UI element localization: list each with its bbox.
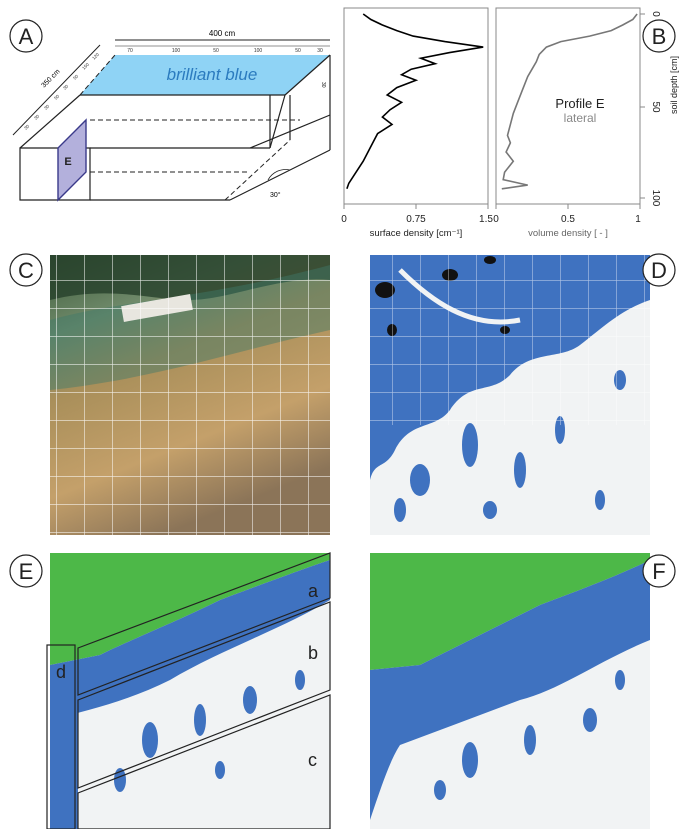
svg-text:120: 120 <box>91 52 100 61</box>
top-tick: 70 <box>127 48 133 54</box>
zone-label-b: b <box>308 643 318 663</box>
left-xtick: 1.5 <box>479 214 493 225</box>
stained-area <box>370 560 650 820</box>
profile-e-letter: E <box>64 156 71 168</box>
panel-label-a: A <box>19 24 34 49</box>
depth-tick: 100 <box>650 190 661 207</box>
left-xlabel: surface density [cm⁻¹] <box>370 228 463 239</box>
tracer-area <box>80 55 330 95</box>
volume-density-plot <box>501 13 638 190</box>
zone-label-c: c <box>308 750 317 770</box>
surface-area <box>370 553 650 670</box>
profile-line <box>501 13 638 190</box>
slope-label: 30° <box>270 191 281 199</box>
right-tick: 30 <box>320 82 326 88</box>
right-xtick: 0 <box>493 214 499 225</box>
depth-tick: 50 <box>650 101 661 113</box>
right-xlabel: volume density [ - ] <box>528 228 608 239</box>
profile-line <box>346 13 484 190</box>
panel-b: 0 0.75 1.5 0 0.5 1 surface density [cm⁻¹… <box>341 7 679 239</box>
panel-label-circle <box>9 19 43 53</box>
panel-c: C <box>9 253 330 535</box>
right-xtick: 1 <box>635 214 641 225</box>
right-xtick: 0.5 <box>561 214 575 225</box>
zone-c <box>77 694 331 829</box>
svg-text:50: 50 <box>72 73 79 80</box>
svg-text:30: 30 <box>43 103 50 110</box>
zone-label-a: a <box>308 581 319 601</box>
svg-text:30: 30 <box>23 123 30 130</box>
top-width-label: 400 cm <box>209 29 236 38</box>
zone-b <box>77 601 331 789</box>
panel-label-d: D <box>651 258 667 283</box>
top-tick: 100 <box>254 48 263 54</box>
panel-label-c: C <box>18 258 34 283</box>
svg-text:50: 50 <box>53 93 60 100</box>
depth-tick: 0 <box>650 11 661 17</box>
panel-e: a b c d E <box>9 552 331 829</box>
profile-subtitle: lateral <box>564 111 597 125</box>
side-width-label: 350 cm <box>40 68 61 89</box>
surface-density-plot <box>346 13 484 190</box>
zone-label-d: d <box>56 662 66 682</box>
top-tick: 30 <box>317 48 323 54</box>
top-tick: 50 <box>213 48 219 54</box>
zone-a <box>77 552 331 696</box>
panel-d: D <box>370 253 676 535</box>
profile-e-face <box>57 118 87 202</box>
depth-axis-label: soil depth [cm] <box>669 56 679 114</box>
panel-label-b: B <box>652 24 667 49</box>
zone-d <box>46 644 76 829</box>
photo-grid <box>50 255 330 535</box>
left-xtick: 0.75 <box>406 214 426 225</box>
panel-label-e: E <box>19 559 34 584</box>
svg-text:30: 30 <box>33 113 40 120</box>
top-tick: 100 <box>172 48 181 54</box>
svg-text:150: 150 <box>81 62 90 71</box>
profile-title: Profile E <box>555 96 604 111</box>
svg-text:30: 30 <box>62 83 69 90</box>
left-xtick: 0 <box>341 214 347 225</box>
zone-outlines <box>46 552 331 829</box>
block-outline <box>19 54 331 201</box>
panel-a: A 400 cm 70 100 50 100 50 30 350 cm 120 … <box>9 19 331 202</box>
top-tick: 50 <box>295 48 301 54</box>
tracer-label: brilliant blue <box>167 65 258 84</box>
side-dimension-line <box>12 44 101 136</box>
surface-area <box>50 553 330 665</box>
panel-label-f: F <box>652 559 665 584</box>
panel-f: F <box>370 553 676 829</box>
